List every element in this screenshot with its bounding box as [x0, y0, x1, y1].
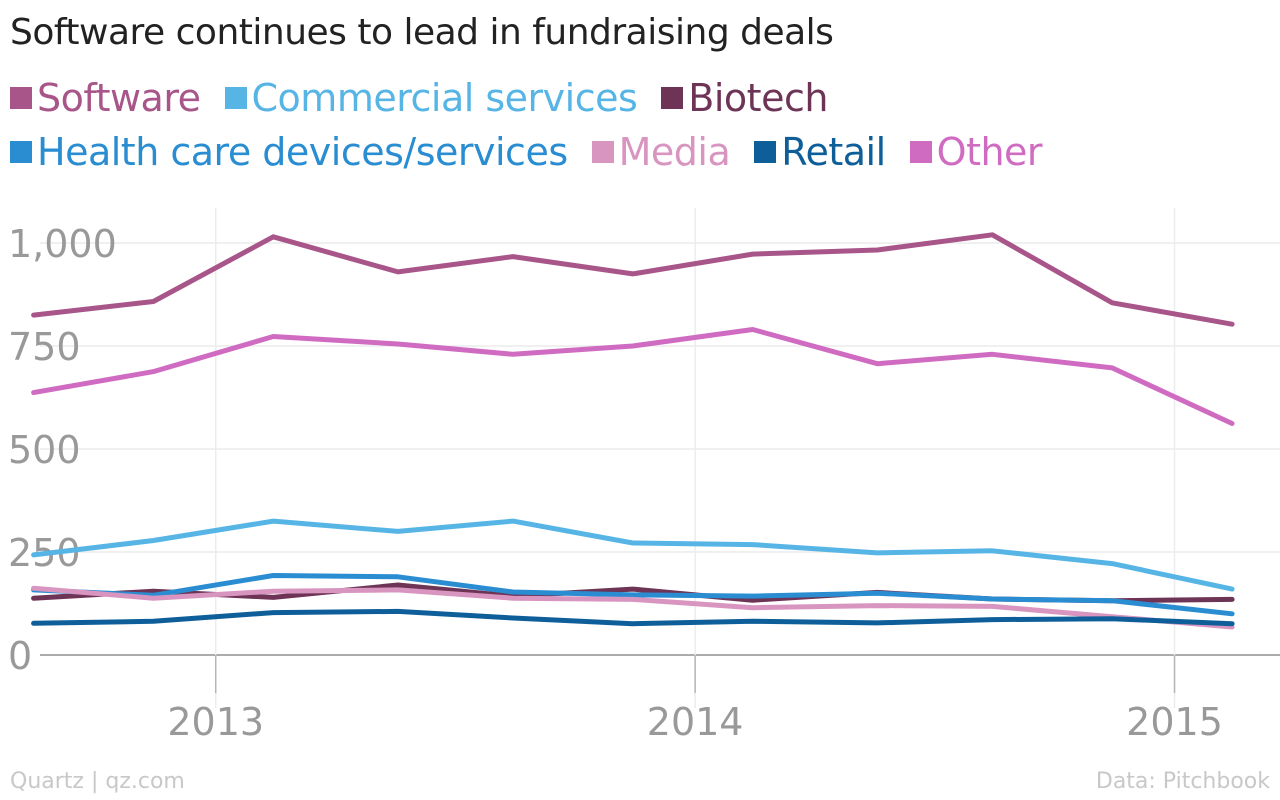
legend-item-software: Software [10, 76, 201, 120]
legend-label: Media [618, 130, 731, 174]
legend-swatch [10, 141, 32, 163]
legend-swatch [10, 87, 32, 109]
legend-item-commercial-services: Commercial services [224, 76, 638, 120]
legend-swatch [224, 87, 247, 109]
legend-swatch [909, 141, 932, 163]
legend-item-media: Media [591, 130, 731, 174]
legend-item-health-care-devices-services: Health care devices/services [10, 130, 568, 174]
footer-credit: Quartz | qz.com [10, 769, 185, 794]
y-tick-label: 750 [8, 325, 81, 369]
legend-item-biotech: Biotech [661, 76, 828, 120]
legend-item-retail: Retail [754, 130, 886, 174]
series-line-media [31, 585, 1235, 630]
series-line-software [31, 232, 1235, 327]
legend-label: Retail [781, 130, 886, 174]
series-line-commercial-services [31, 518, 1235, 592]
legend-row-1: Software Commercial services Biotech [10, 76, 852, 120]
legend-label: Biotech [688, 76, 828, 120]
y-tick-label: 1,000 [8, 222, 117, 266]
chart-title: Software continues to lead in fundraisin… [10, 12, 834, 53]
legend-item-other: Other [909, 130, 1043, 174]
legend-swatch [591, 141, 614, 163]
legend-label: Commercial services [251, 76, 638, 120]
legend-swatch [754, 141, 777, 163]
legend-swatch [661, 87, 684, 109]
footer-source: Data: Pitchbook [1095, 769, 1270, 794]
y-tick-label: 500 [8, 428, 81, 472]
series-line-other [31, 327, 1235, 426]
series-line-retail [31, 608, 1235, 627]
legend-label: Software [37, 76, 201, 120]
y-tick-label: 0 [8, 634, 32, 678]
legend-label: Health care devices/services [37, 130, 568, 174]
x-tick-label: 2014 [647, 700, 744, 744]
legend-label: Other [936, 130, 1043, 174]
series-line-health-care-devices-services [31, 573, 1235, 617]
x-tick-label: 2013 [167, 700, 264, 744]
legend-row-2: Health care devices/services Media Retail O… [10, 130, 1066, 174]
x-tick-label: 2015 [1126, 700, 1223, 744]
